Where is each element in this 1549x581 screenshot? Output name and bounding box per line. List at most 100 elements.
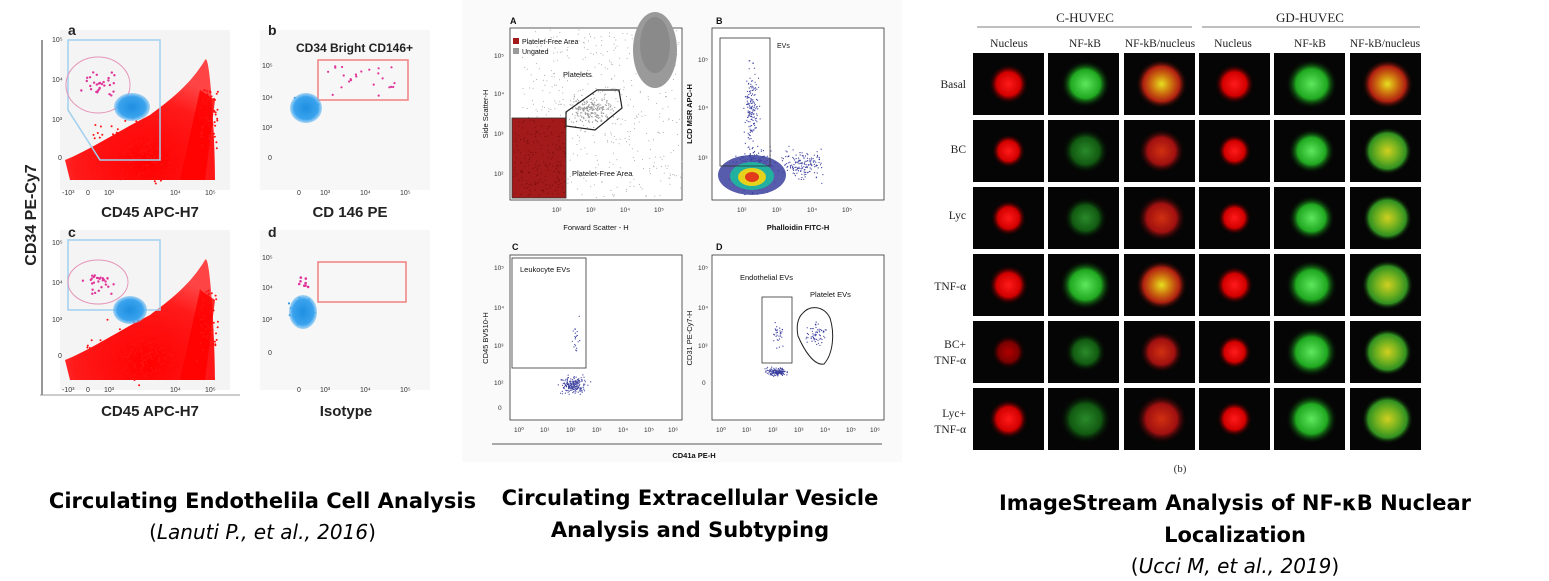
event-dot	[812, 158, 814, 160]
event-dot	[575, 385, 577, 388]
event-dot	[532, 152, 534, 154]
event-dot	[146, 127, 149, 129]
event-dot	[202, 317, 205, 320]
event-dot	[753, 113, 755, 115]
event-dot	[607, 141, 609, 143]
event-dot	[600, 36, 602, 38]
event-dot	[118, 328, 121, 331]
event-dot	[601, 115, 603, 117]
event-dot	[577, 383, 579, 385]
event-dot	[558, 90, 560, 92]
event-dot	[642, 159, 644, 161]
event-dot	[757, 145, 759, 147]
event-dot	[802, 155, 804, 157]
event-dot	[563, 172, 565, 174]
cell-fluorescence	[1288, 128, 1335, 174]
panel-B-xlabel: Phalloidin FITC-H	[767, 223, 830, 232]
event-dot	[89, 84, 92, 88]
event-dot	[94, 348, 97, 351]
event-dot	[206, 93, 209, 96]
event-dot	[630, 98, 631, 100]
event-dot	[113, 139, 116, 142]
event-dot	[570, 100, 571, 102]
event-dot	[796, 167, 798, 169]
col-header-nfkb-2: NF-kB	[1294, 38, 1326, 50]
event-dot	[150, 139, 153, 141]
event-dot	[211, 317, 213, 320]
event-dot	[146, 357, 149, 360]
caption-middle: Circulating Extracellular Vesicle Analys…	[480, 482, 900, 546]
event-dot	[130, 129, 133, 132]
event-dot	[622, 33, 624, 35]
event-dot	[522, 179, 524, 181]
event-dot	[818, 159, 820, 161]
event-dot	[581, 390, 583, 392]
event-dot	[530, 74, 532, 76]
tick-y-D-1: 10⁵	[698, 265, 708, 272]
event-dot	[573, 382, 575, 384]
event-dot	[557, 165, 559, 167]
event-dot	[672, 174, 674, 175]
event-dot	[546, 80, 548, 82]
event-dot	[331, 93, 334, 96]
event-dot	[627, 131, 629, 133]
event-dot	[113, 74, 116, 77]
event-dot	[138, 172, 141, 175]
panel-c-blue-population	[113, 296, 147, 324]
event-dot	[610, 78, 612, 80]
event-dot	[612, 116, 615, 118]
tick-x-c-1: -10³	[62, 387, 75, 394]
event-dot	[146, 148, 149, 151]
event-dot	[597, 91, 599, 93]
event-dot	[598, 107, 600, 109]
event-dot	[581, 116, 583, 118]
event-dot	[545, 184, 547, 186]
event-dot	[638, 121, 640, 123]
event-dot	[566, 381, 568, 383]
event-dot	[602, 54, 604, 56]
event-dot	[199, 291, 202, 294]
event-dot	[206, 116, 209, 119]
event-dot	[537, 141, 539, 143]
event-dot	[557, 170, 559, 173]
event-dot	[96, 132, 99, 134]
event-dot	[108, 140, 111, 142]
event-dot	[608, 103, 610, 105]
cell-image-tile	[1274, 187, 1345, 249]
event-dot	[533, 181, 535, 183]
event-dot	[544, 164, 546, 166]
event-dot	[819, 338, 821, 340]
event-dot	[587, 116, 589, 118]
event-dot	[580, 148, 582, 150]
cell-image-tile	[1350, 120, 1421, 182]
event-dot	[577, 154, 578, 156]
event-dot	[125, 352, 127, 355]
event-dot	[610, 190, 612, 191]
cell-fluorescence	[1062, 128, 1109, 174]
event-dot	[749, 148, 751, 150]
cell-image-tile	[1274, 53, 1345, 115]
event-dot	[155, 352, 158, 355]
event-dot	[555, 144, 557, 146]
event-dot	[637, 113, 639, 115]
event-dot	[558, 179, 560, 181]
event-dot	[117, 154, 119, 157]
event-dot	[806, 336, 808, 338]
event-dot	[543, 132, 545, 134]
event-dot	[632, 106, 634, 108]
event-dot	[186, 133, 189, 136]
event-dot	[160, 346, 163, 349]
event-dot	[591, 98, 593, 100]
event-dot	[536, 167, 538, 169]
tick-y-c-4: 0	[58, 353, 62, 360]
event-dot	[153, 340, 155, 343]
event-dot	[540, 45, 542, 47]
event-dot	[119, 353, 122, 356]
event-dot	[570, 383, 573, 385]
event-dot	[595, 45, 597, 47]
event-dot	[122, 168, 125, 171]
event-dot	[750, 102, 752, 104]
event-dot	[648, 98, 649, 100]
caption-left-close: )	[368, 520, 376, 544]
event-dot	[575, 387, 577, 389]
